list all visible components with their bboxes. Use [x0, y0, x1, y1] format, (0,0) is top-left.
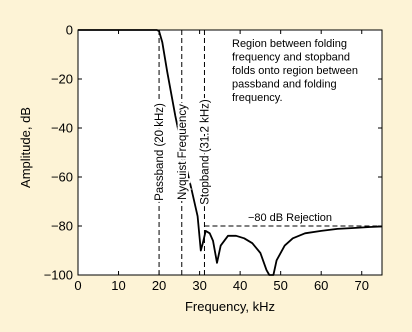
x-axis-title: Frequency, kHz — [185, 299, 275, 314]
axes — [77, 29, 383, 276]
annotation-line: passband and folding — [232, 79, 337, 91]
x-tick-label: 60 — [314, 278, 328, 293]
curve-group — [78, 29, 383, 276]
labels: 0 10 20 30 40 50 60 70 0 −20 −40 −60 −80 −100 Frequenc… — [18, 23, 369, 315]
vertical-marker-label: Passband (20 kHz) — [154, 103, 166, 201]
rejection-label: −80 dB Rejection — [248, 212, 332, 224]
vertical-marker-label: Stopband (31.2 kHz) — [199, 99, 211, 205]
markers — [158, 30, 382, 275]
annotation-line: frequency and stopband — [232, 52, 350, 64]
y-tick-label: −100 — [44, 268, 73, 283]
y-tick-label: 0 — [66, 23, 73, 38]
x-tick-label: 40 — [233, 278, 247, 293]
y-axis-title: Amplitude, dB — [18, 107, 33, 188]
y-tick-label: −40 — [51, 121, 73, 136]
x-tick-label: 20 — [152, 278, 166, 293]
vertical-marker-label: Nyquist Frequency — [177, 104, 189, 200]
y-tick-label: −20 — [51, 72, 73, 87]
response-curve — [78, 29, 383, 276]
y-tick-label: −60 — [51, 170, 73, 185]
annotation-line: folds onto region between — [232, 65, 358, 77]
y-tick-label: −80 — [51, 219, 73, 234]
x-tick-label: 10 — [111, 278, 125, 293]
plot-frame — [77, 29, 383, 276]
x-tick-label: 30 — [192, 278, 206, 293]
annotation-line: Region between folding — [232, 38, 347, 50]
annotation-line: frequency. — [232, 92, 283, 104]
x-tick-label: 50 — [273, 278, 287, 293]
x-tick-label: 70 — [354, 278, 368, 293]
x-tick-label: 0 — [74, 278, 81, 293]
